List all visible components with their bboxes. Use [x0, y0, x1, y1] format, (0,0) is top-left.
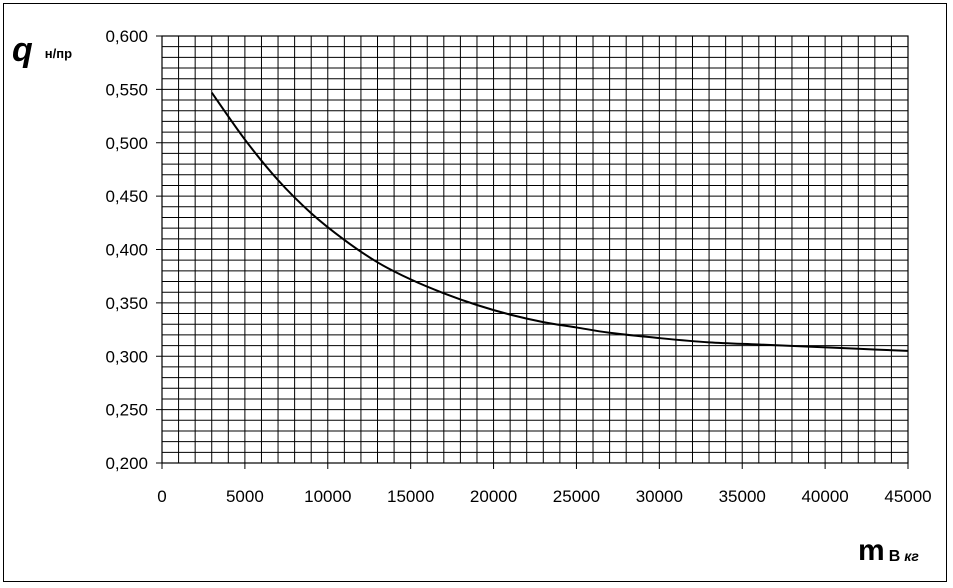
x-tick-label: 45000 [884, 487, 931, 506]
y-tick-label: 0,350 [105, 294, 148, 313]
y-axis-title-main: q [12, 31, 33, 69]
x-tick-label: 0 [157, 487, 166, 506]
tick-labels: 0,200 0,250 0,300 0,350 0,400 0,450 0,500 0,550… [105, 27, 931, 506]
x-tick-label: 20000 [470, 487, 517, 506]
y-tick-label: 0,250 [105, 401, 148, 420]
y-axis-title-sub: н/пр [45, 46, 72, 61]
grid [156, 35, 909, 469]
y-tick-label: 0,600 [105, 27, 148, 46]
y-tick-label: 0,550 [105, 80, 148, 99]
x-axis-title-main: m [858, 534, 885, 567]
x-tick-label: 40000 [801, 487, 848, 506]
series [210, 92, 909, 352]
y-tick-label: 0,500 [105, 134, 148, 153]
x-tick-label: 15000 [387, 487, 434, 506]
x-axis-title: m В кг [858, 534, 919, 567]
y-tick-label: 0,400 [105, 241, 148, 260]
x-axis-title-unit: кг [904, 548, 919, 564]
y-tick-label: 0,450 [105, 187, 148, 206]
x-tick-label: 5000 [226, 487, 264, 506]
x-tick-label: 30000 [636, 487, 683, 506]
x-tick-label: 25000 [553, 487, 600, 506]
x-tick-label: 35000 [719, 487, 766, 506]
x-tick-label: 10000 [304, 487, 351, 506]
x-axis-title-sub: В [889, 548, 901, 565]
y-tick-label: 0,200 [105, 454, 148, 473]
series-line [210, 92, 909, 352]
y-axis-title: q н/пр [12, 31, 72, 69]
y-tick-label: 0,300 [105, 347, 148, 366]
